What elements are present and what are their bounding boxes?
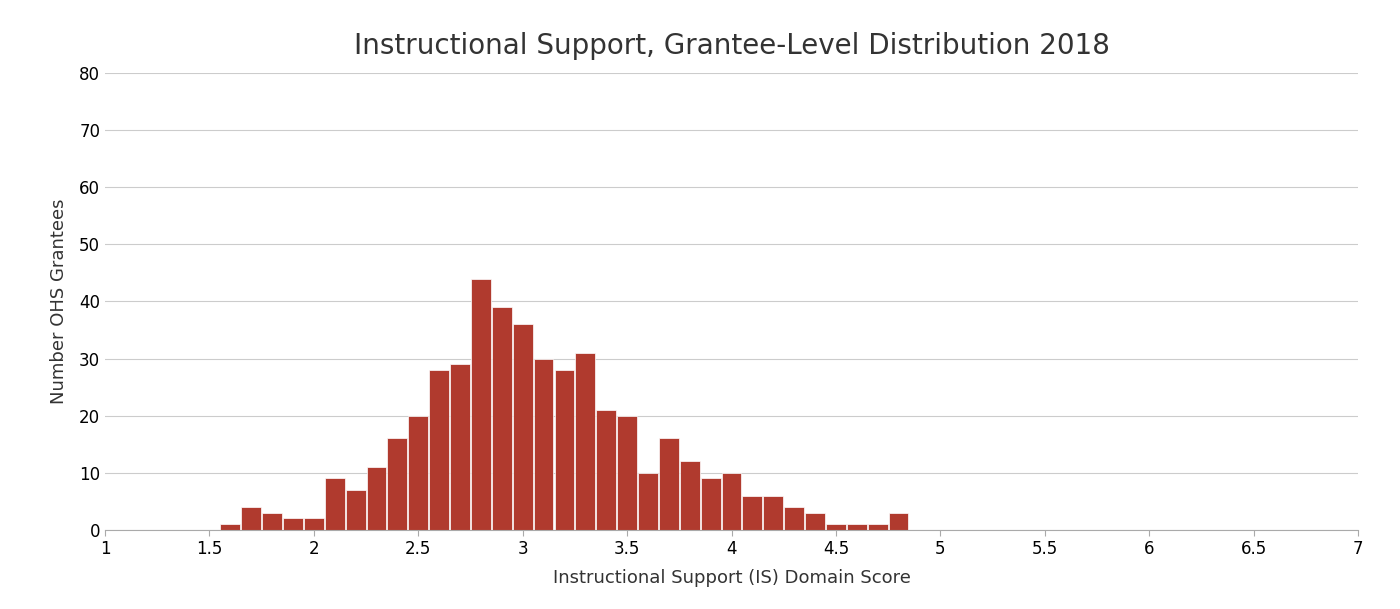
- Bar: [262, 513, 281, 530]
- Bar: [304, 518, 323, 530]
- Bar: [763, 496, 783, 530]
- Bar: [868, 524, 888, 530]
- Bar: [409, 415, 428, 530]
- Bar: [659, 438, 679, 530]
- Bar: [575, 353, 595, 530]
- Bar: [596, 410, 616, 530]
- Bar: [388, 438, 407, 530]
- Bar: [512, 324, 532, 530]
- Bar: [889, 513, 909, 530]
- X-axis label: Instructional Support (IS) Domain Score: Instructional Support (IS) Domain Score: [553, 569, 910, 587]
- Bar: [554, 370, 574, 530]
- Bar: [721, 473, 742, 530]
- Y-axis label: Number OHS Grantees: Number OHS Grantees: [50, 199, 69, 404]
- Bar: [449, 364, 470, 530]
- Bar: [784, 507, 804, 530]
- Bar: [220, 524, 241, 530]
- Bar: [346, 490, 365, 530]
- Bar: [533, 359, 553, 530]
- Bar: [367, 467, 386, 530]
- Bar: [617, 415, 637, 530]
- Bar: [700, 479, 721, 530]
- Bar: [325, 479, 344, 530]
- Bar: [491, 307, 512, 530]
- Bar: [847, 524, 867, 530]
- Bar: [638, 473, 658, 530]
- Bar: [283, 518, 302, 530]
- Bar: [805, 513, 825, 530]
- Title: Instructional Support, Grantee-Level Distribution 2018: Instructional Support, Grantee-Level Dis…: [354, 32, 1109, 60]
- Bar: [826, 524, 846, 530]
- Bar: [742, 496, 763, 530]
- Bar: [241, 507, 262, 530]
- Bar: [680, 462, 700, 530]
- Bar: [470, 279, 491, 530]
- Bar: [430, 370, 449, 530]
